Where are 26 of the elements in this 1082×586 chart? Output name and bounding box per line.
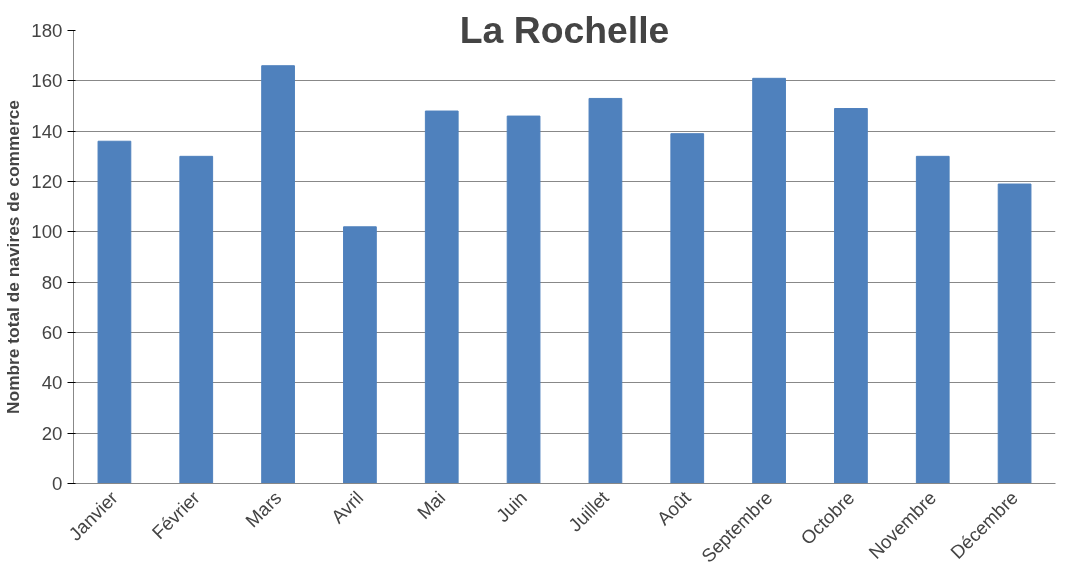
- bar: [179, 155, 214, 484]
- y-tick-label: 100: [31, 221, 63, 243]
- bar: [97, 140, 132, 484]
- bar: [588, 97, 623, 484]
- x-tick-label: Juin: [491, 487, 532, 527]
- y-tick-label: 120: [31, 171, 63, 192]
- y-axis-title: Nombre total de navires de commerce: [3, 99, 24, 414]
- y-tick-label: 60: [41, 322, 63, 343]
- bar: [343, 226, 377, 484]
- y-tick-label: 80: [41, 271, 63, 293]
- y-tick-label: 180: [31, 20, 63, 41]
- bar: [834, 108, 868, 484]
- bar: [997, 183, 1032, 484]
- y-tick-label: 0: [52, 473, 63, 494]
- y-tick-label: 40: [41, 372, 63, 394]
- bar: [424, 110, 459, 484]
- bar: [506, 115, 541, 484]
- chart-title: La Rochelle: [459, 8, 670, 51]
- y-tick-label: 160: [31, 70, 63, 92]
- x-tick-label: Mai: [413, 487, 450, 524]
- bar: [915, 155, 950, 484]
- y-tick-label: 140: [31, 120, 63, 142]
- bar: [261, 65, 295, 484]
- bar: [752, 77, 786, 484]
- y-tick-label: 20: [41, 422, 63, 444]
- bar: [670, 133, 705, 484]
